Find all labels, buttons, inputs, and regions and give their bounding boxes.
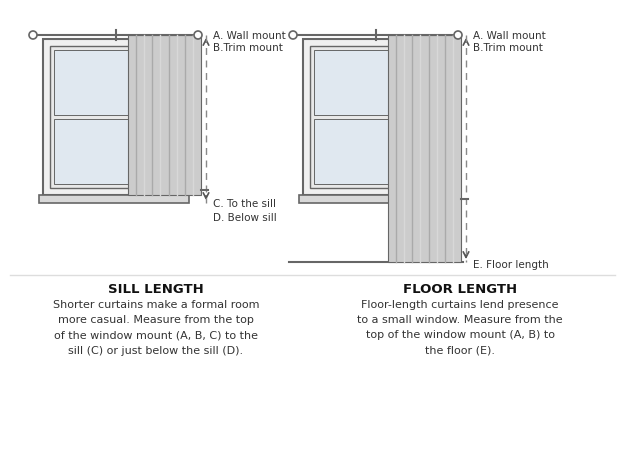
Bar [54,119,172,184]
Bar [303,39,443,195]
Text: Floor-length curtains lend presence
to a small window. Measure from the
top of t: Floor-length curtains lend presence to a… [357,300,563,356]
Text: SILL LENGTH: SILL LENGTH [108,283,204,296]
Bar [128,35,201,195]
Bar [388,35,461,262]
Bar [39,195,189,203]
Circle shape [454,31,462,39]
Bar [310,46,436,188]
Text: FLOOR LENGTH: FLOOR LENGTH [403,283,517,296]
Text: Shorter curtains make a formal room
more casual. Measure from the top
of the win: Shorter curtains make a formal room more… [52,300,259,356]
Circle shape [289,31,297,39]
Bar [314,50,432,115]
Text: D. Below sill: D. Below sill [213,213,277,223]
Text: A. Wall mount
B.Trim mount: A. Wall mount B.Trim mount [473,31,546,53]
Bar [299,195,449,203]
Bar [314,119,432,184]
Text: C. To the sill: C. To the sill [213,199,276,209]
Bar [54,50,172,115]
Circle shape [29,31,37,39]
Circle shape [194,31,202,39]
Text: E. Floor length: E. Floor length [473,260,549,270]
Text: A. Wall mount
B.Trim mount: A. Wall mount B.Trim mount [213,31,286,53]
Bar [43,39,183,195]
Bar [50,46,176,188]
